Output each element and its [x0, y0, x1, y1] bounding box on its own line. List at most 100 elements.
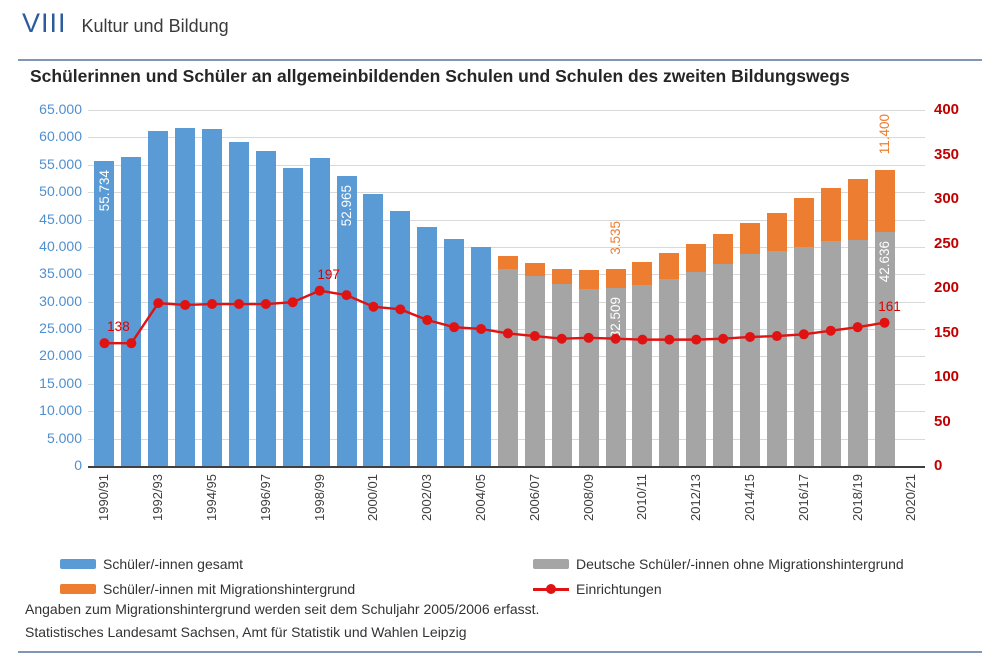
bar-mit-migrationshintergrund: [605, 268, 626, 288]
left-axis-tick-label: 50.000: [39, 183, 82, 200]
x-axis-tick-label: 2020/21: [903, 474, 919, 521]
bar-gesamt: [121, 157, 142, 466]
bar-mit-migrationshintergrund: [874, 170, 895, 233]
legend-label: Deutsche Schüler/-innen ohne Migrationsh…: [576, 556, 904, 572]
footnote-migration-note: Angaben zum Migrationshintergrund werden…: [25, 601, 540, 617]
right-axis-tick-label: 350: [934, 145, 960, 163]
bar-gesamt: [390, 210, 411, 466]
left-axis-tick-label: 65.000: [39, 101, 82, 117]
bar-gesamt: [94, 160, 115, 466]
x-axis-tick-label: 2002/03: [419, 474, 435, 521]
bar-gesamt: [444, 239, 465, 466]
left-axis-tick-label: 20.000: [39, 347, 82, 364]
gridline: [88, 219, 925, 221]
bar-ohne-migrationshintergrund: [766, 250, 787, 466]
left-axis-tick-label: 0: [74, 457, 82, 473]
footnote-source: Statistisches Landesamt Sachsen, Amt für…: [25, 624, 467, 640]
left-axis-tick-label: 40.000: [39, 237, 82, 254]
bar-data-label: 11.400: [877, 114, 893, 155]
bar-gesamt: [148, 130, 169, 466]
x-axis-tick-label: 2006/07: [526, 474, 542, 521]
bar-ohne-migrationshintergrund: [847, 239, 868, 466]
chapter-numeral: VIII: [22, 8, 67, 38]
bar-gesamt: [309, 158, 330, 466]
x-axis-tick-label: 2018/19: [849, 474, 865, 521]
bar-mit-migrationshintergrund: [632, 261, 653, 286]
right-axis-tick-label: 100: [934, 368, 960, 385]
bar-mit-migrationshintergrund: [497, 256, 518, 270]
right-axis-tick-label: 200: [934, 279, 960, 296]
x-axis-tick-label: 1992/93: [150, 474, 166, 521]
legend-label: Einrichtungen: [576, 581, 662, 597]
left-axis-tick-label: 35.000: [39, 265, 82, 282]
right-axis-tick-label: 50: [934, 412, 951, 430]
line-dot-marker: [546, 584, 556, 594]
legend-label: Schüler/-innen gesamt: [103, 556, 244, 572]
bar-data-label: 42.636: [877, 241, 893, 283]
right-axis-tick-label: 300: [934, 190, 960, 207]
left-axis-tick-label: 60.000: [39, 128, 82, 145]
bar-mit-migrationshintergrund: [578, 270, 599, 289]
bar-ohne-migrationshintergrund: [686, 271, 707, 466]
bar-gesamt: [417, 227, 438, 466]
x-axis-tick-label: 2010/11: [634, 474, 650, 521]
left-axis-tick-label: 15.000: [39, 374, 82, 391]
bar-mit-migrationshintergrund: [793, 198, 814, 247]
left-axis-tick-label: 30.000: [39, 292, 82, 309]
bar-mit-migrationshintergrund: [713, 234, 734, 265]
bar-data-label: 52.965: [339, 184, 355, 227]
bar-mit-migrationshintergrund: [847, 179, 868, 240]
x-axis-tick-label: 1994/95: [204, 474, 220, 521]
bar-ohne-migrationshintergrund: [497, 269, 518, 466]
bar-mit-migrationshintergrund: [551, 268, 572, 285]
bar-gesamt: [363, 193, 384, 466]
bar-mit-migrationshintergrund: [740, 222, 761, 255]
bar-data-label: 3.535: [608, 220, 624, 255]
bar-ohne-migrationshintergrund: [713, 264, 734, 466]
left-axis-tick-label: 25.000: [39, 320, 82, 337]
bar-mit-migrationshintergrund: [686, 244, 707, 272]
right-axis-tick-label: 250: [934, 234, 960, 252]
x-axis-tick-label: 1998/99: [311, 474, 327, 521]
chart-title: Schülerinnen und Schüler an allgemeinbil…: [30, 66, 850, 86]
bar-ohne-migrationshintergrund: [524, 276, 545, 466]
bar-mit-migrationshintergrund: [659, 252, 680, 279]
line-data-label: 197: [317, 266, 340, 282]
x-axis-tick-label: 2016/17: [795, 474, 811, 521]
bar-gesamt: [255, 151, 276, 466]
right-axis-tick-label: 0: [934, 457, 943, 474]
bar-data-label: 32.509: [608, 296, 624, 339]
page-header: VIII Kultur und Bildung: [22, 8, 229, 39]
bar-ohne-migrationshintergrund: [820, 241, 841, 466]
ohne-migrationshintergrund-swatch: [533, 559, 569, 569]
legend-item-ohne-migrationshintergrund: Deutsche Schüler/-innen ohne Migrationsh…: [533, 556, 904, 572]
bar-gesamt: [202, 129, 223, 466]
bar-mit-migrationshintergrund: [524, 262, 545, 277]
left-axis-tick-label: 45.000: [39, 210, 82, 227]
left-axis-tick-label: 10.000: [39, 402, 82, 419]
bottom-divider: [18, 651, 982, 653]
legend-label: Schüler/-innen mit Migrationshintergrund: [103, 581, 356, 597]
gridline: [88, 164, 925, 166]
chapter-title: Kultur und Bildung: [81, 16, 229, 36]
left-axis-tick-label: 55.000: [39, 155, 82, 172]
x-axis-tick-label: 1996/97: [257, 474, 273, 521]
right-axis-tick-label: 400: [934, 101, 960, 118]
bar-ohne-migrationshintergrund: [793, 246, 814, 466]
mit-migrationshintergrund-swatch: [60, 584, 96, 594]
x-axis-tick-label: 2000/01: [365, 474, 381, 521]
legend-item-gesamt: Schüler/-innen gesamt: [60, 556, 243, 572]
legend-item-mit-migrationshintergrund: Schüler/-innen mit Migrationshintergrund: [60, 581, 355, 597]
x-axis-tick-label: 1990/91: [96, 474, 112, 521]
bar-ohne-migrationshintergrund: [578, 288, 599, 466]
x-axis-line: [88, 466, 925, 468]
bar-mit-migrationshintergrund: [820, 187, 841, 242]
x-axis-tick-label: 2014/15: [742, 474, 758, 521]
bar-mit-migrationshintergrund: [766, 212, 787, 251]
bar-ohne-migrationshintergrund: [659, 278, 680, 466]
top-divider: [18, 59, 982, 61]
right-axis-tick-label: 150: [934, 323, 960, 341]
line-data-label: 138: [107, 319, 130, 335]
x-axis-tick-label: 2004/05: [473, 474, 489, 521]
